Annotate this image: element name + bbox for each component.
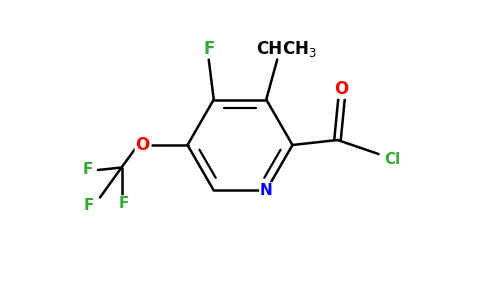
Text: O: O	[136, 136, 150, 154]
Text: F: F	[84, 199, 94, 214]
Text: O: O	[334, 80, 348, 98]
Text: CH: CH	[256, 40, 282, 58]
Text: F: F	[203, 40, 214, 58]
Text: Cl: Cl	[384, 152, 401, 166]
Text: F: F	[119, 196, 129, 211]
Text: N: N	[260, 183, 272, 198]
Text: CH$_3$: CH$_3$	[282, 38, 317, 58]
Text: F: F	[83, 163, 93, 178]
